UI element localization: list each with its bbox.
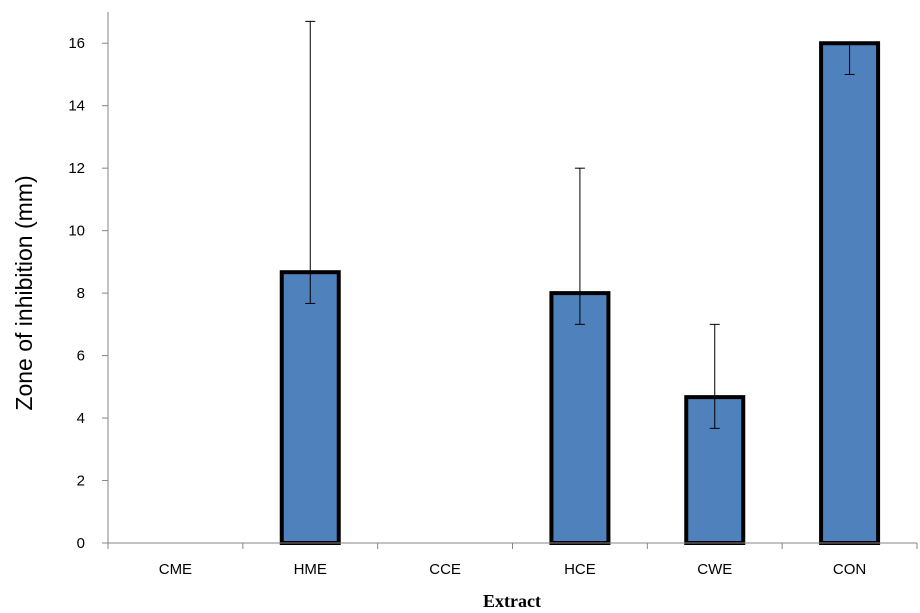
y-tick-label: 14 [68, 98, 85, 115]
x-ticks-group: CME HME CCE HCE CWE CON [159, 561, 867, 578]
x-tick-label: CCE [429, 561, 461, 578]
bar-hce [549, 291, 611, 545]
axes-group [102, 12, 918, 549]
y-tick-label: 0 [77, 535, 85, 552]
x-axis-label: Extract [483, 591, 541, 611]
x-tick-label: HME [294, 561, 327, 578]
x-tick-label: CWE [697, 561, 732, 578]
x-tick-label: CME [159, 561, 192, 578]
y-tick-label: 4 [77, 410, 85, 427]
error-bars-group [305, 20, 855, 429]
bar-con [819, 41, 881, 546]
y-axis-label: Zone of inhibition (mm) [11, 175, 37, 410]
bar-hme [279, 270, 341, 545]
x-tick-label: HCE [564, 561, 596, 578]
y-tick-label: 10 [68, 223, 85, 240]
x-tick-label: CON [833, 561, 866, 578]
y-ticks-group: 0 2 4 6 8 10 12 14 16 [68, 35, 85, 552]
y-tick-label: 6 [77, 348, 85, 365]
y-tick-label: 2 [77, 473, 85, 490]
y-tick-label: 8 [77, 285, 85, 302]
y-tick-label: 16 [68, 35, 85, 52]
y-tick-label: 12 [68, 160, 85, 177]
